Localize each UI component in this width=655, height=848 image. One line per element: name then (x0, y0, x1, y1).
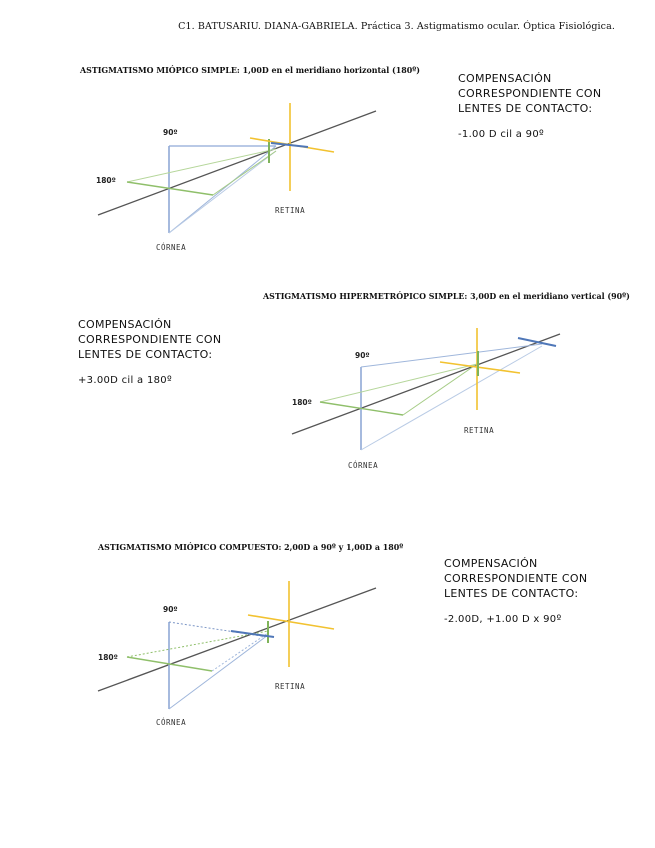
label-retina: RETINA (275, 682, 305, 691)
page-header: C1. BATUSARIU. DIANA-GABRIELA. Práctica … (178, 21, 615, 32)
section-2-title: ASTIGMATISMO HIPERMETRÓPICO SIMPLE: 3,00… (263, 292, 630, 302)
label-cornea: CÓRNEA (156, 718, 186, 727)
note-line: LENTES DE CONTACTO: (458, 102, 593, 115)
optical-axis (97, 110, 377, 216)
compensation-formula: +3.00D cil a 180º (78, 375, 172, 386)
note-line: CORRESPONDIENTE CON (458, 87, 602, 100)
compensation-note-2: COMPENSACIÓN CORRESPONDIENTE CON LENTES … (78, 317, 221, 388)
diagram-1: 90º 180º RETINA CÓRNEA (96, 103, 377, 252)
note-line: CORRESPONDIENTE CON (78, 333, 222, 346)
label-180: 180º (96, 176, 116, 185)
note-line: COMPENSACIÓN (78, 318, 172, 331)
note-line: LENTES DE CONTACTO: (78, 348, 213, 361)
label-cornea: CÓRNEA (348, 461, 378, 470)
label-90: 90º (163, 605, 178, 614)
note-line: CORRESPONDIENTE CON (444, 572, 588, 585)
label-90: 90º (163, 128, 178, 137)
label-180: 180º (292, 398, 312, 407)
compensation-note-3: COMPENSACIÓN CORRESPONDIENTE CON LENTES … (444, 556, 587, 627)
compensation-formula: -2.00D, +1.00 D x 90º (444, 614, 562, 625)
section-3-title: ASTIGMATISMO MIÓPICO COMPUESTO: 2,00D a … (98, 543, 404, 553)
label-retina: RETINA (275, 206, 305, 215)
compensation-note-1: COMPENSACIÓN CORRESPONDIENTE CON LENTES … (458, 71, 601, 142)
label-180: 180º (98, 653, 118, 662)
label-retina: RETINA (464, 426, 494, 435)
label-90: 90º (355, 351, 370, 360)
note-line: COMPENSACIÓN (444, 557, 538, 570)
label-cornea: CÓRNEA (156, 243, 186, 252)
diagram-2: 90º 180º RETINA CÓRNEA (291, 328, 561, 470)
note-line: LENTES DE CONTACTO: (444, 587, 579, 600)
note-line: COMPENSACIÓN (458, 72, 552, 85)
section-1-title: ASTIGMATISMO MIÓPICO SIMPLE: 1,00D en el… (80, 66, 420, 76)
compensation-formula: -1.00 D cil a 90º (458, 129, 545, 140)
diagram-3: 90º 180º RETINA CÓRNEA (97, 581, 377, 727)
